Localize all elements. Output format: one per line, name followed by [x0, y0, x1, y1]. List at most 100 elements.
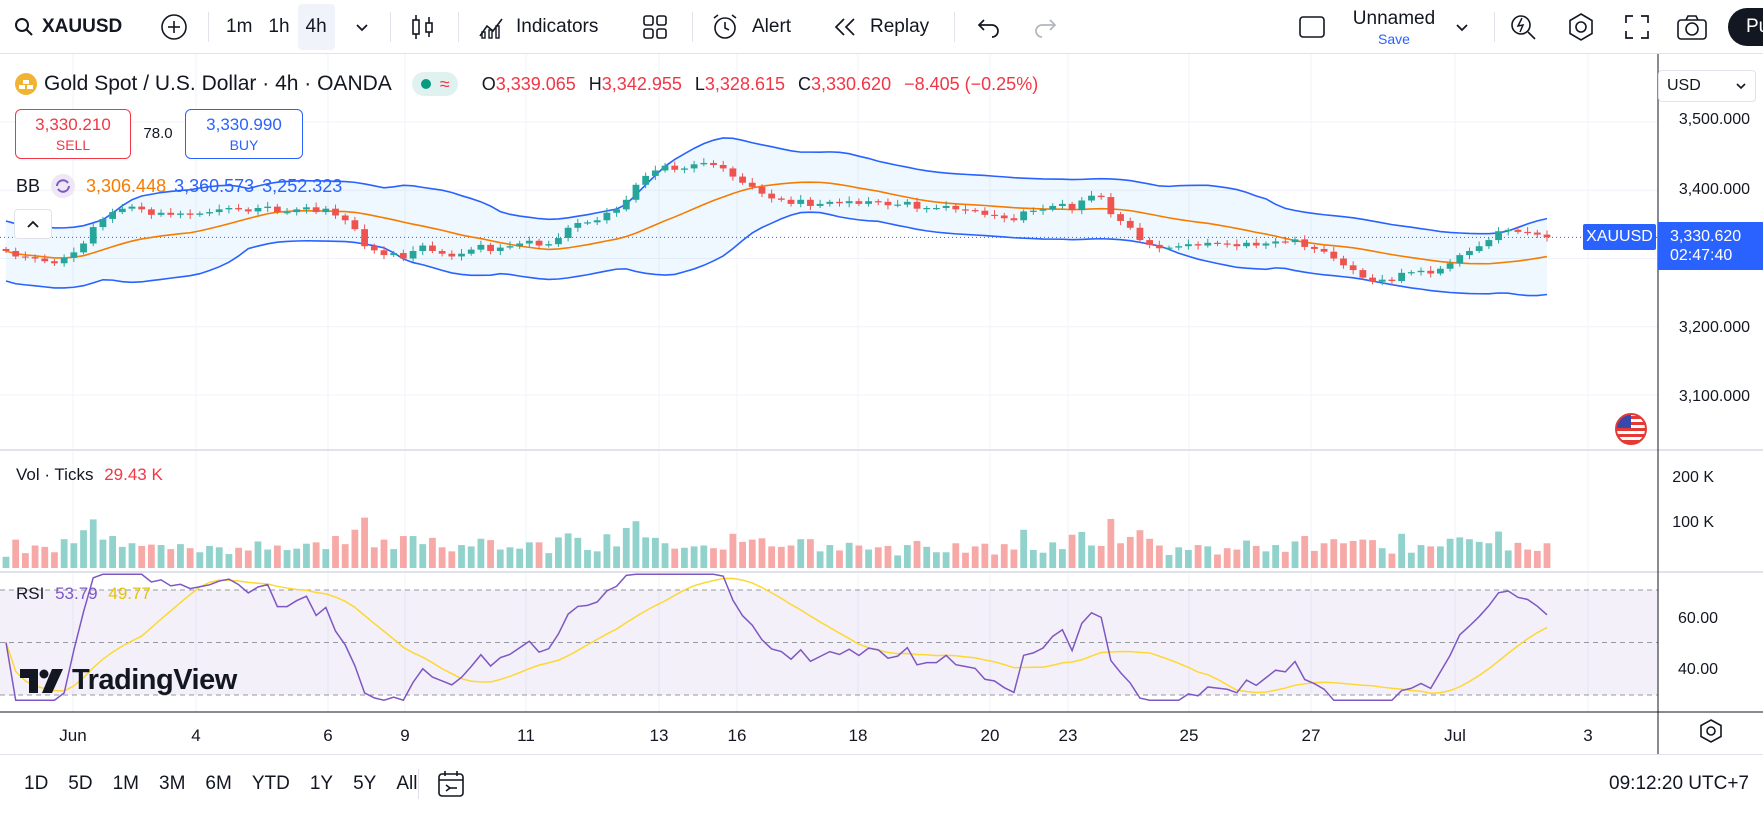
candle-up	[1495, 231, 1502, 241]
layout-name-button[interactable]: Unnamed Save	[1346, 8, 1442, 47]
range-ytd[interactable]: YTD	[251, 773, 290, 794]
candle-down	[913, 201, 921, 209]
last-price: 3,330.620	[1670, 228, 1742, 245]
plus-circle-icon	[161, 14, 187, 40]
range-1m[interactable]: 1M	[112, 773, 139, 794]
candle-up	[70, 252, 78, 258]
timeframe-1h[interactable]: 1h	[268, 16, 290, 37]
volume-bar	[1214, 554, 1221, 568]
replay-button[interactable]: Replay	[832, 0, 929, 54]
range-1y[interactable]: 1Y	[309, 773, 334, 794]
chart-svg[interactable]: Jun 4 6 9 11 13 16 18 20 23 25 27 Jul 3 3,500.000 3,400…	[0, 54, 1763, 754]
undo-button[interactable]	[976, 0, 1002, 54]
candle-down	[51, 261, 58, 264]
chart-type-button[interactable]	[410, 0, 436, 54]
range-1d[interactable]: 1D	[24, 773, 49, 794]
us-flag-icon[interactable]	[1614, 412, 1648, 451]
candle-down	[1117, 214, 1124, 221]
candle-down	[380, 250, 388, 256]
candle-down	[836, 201, 843, 204]
volume-bar	[506, 547, 514, 568]
publish-button[interactable]: Pu	[1728, 8, 1763, 46]
collapse-legend-button[interactable]	[14, 209, 52, 239]
volume-bar	[574, 537, 582, 568]
volume-bar	[1495, 531, 1502, 568]
tradingview-logo[interactable]: TradingView	[20, 664, 237, 697]
candle-down	[235, 207, 242, 210]
candle-down	[1107, 197, 1115, 215]
currency-select[interactable]: USD	[1658, 70, 1756, 102]
candle-up	[1039, 209, 1047, 211]
candle-up	[1475, 246, 1483, 251]
candle-up	[1291, 239, 1299, 243]
candle-down	[1427, 270, 1435, 274]
candle-down	[1097, 195, 1105, 198]
volume-bar	[419, 544, 427, 568]
candle-down	[167, 212, 175, 215]
bb-legend[interactable]: BB 3,306.448 3,360.573 3,252.323	[16, 173, 342, 199]
settings-button[interactable]	[1566, 0, 1596, 54]
candle-up	[1165, 247, 1173, 249]
redo-button[interactable]	[1032, 0, 1058, 54]
volume-bar	[186, 548, 194, 568]
volume-bar	[555, 537, 562, 568]
volume-bar	[1475, 541, 1483, 568]
candle-down	[1281, 241, 1289, 243]
timeframe-1m[interactable]: 1m	[226, 16, 253, 37]
fullscreen-button[interactable]	[1624, 0, 1650, 54]
candle-down	[739, 176, 746, 183]
candle-down	[138, 206, 146, 210]
rsi-legend[interactable]: RSI 53.79 49.77	[16, 584, 151, 604]
volume-bar	[1146, 538, 1154, 568]
volume-bar	[12, 539, 20, 568]
bollinger-fill	[6, 137, 1547, 296]
range-3m[interactable]: 3M	[159, 773, 186, 794]
volume-bar	[380, 539, 388, 568]
volume-bar	[215, 547, 223, 568]
timeframe-4h[interactable]: 4h	[297, 4, 335, 50]
axis-settings-button[interactable]	[1698, 718, 1724, 749]
symbol-title[interactable]: Gold Spot / U.S. Dollar · 4h · OANDA	[44, 72, 392, 95]
layout-checkbox[interactable]	[1298, 0, 1326, 54]
layouts-button[interactable]	[642, 0, 668, 54]
candle-down	[1223, 243, 1231, 245]
buy-button[interactable]: 3,330.990 BUY	[185, 109, 303, 159]
range-group: 1D 5D 1M 3M 6M YTD 1Y 5Y All	[14, 755, 427, 813]
candle-up	[1262, 243, 1270, 246]
volume-bar	[283, 550, 291, 568]
range-5y[interactable]: 5Y	[353, 773, 377, 794]
indicators-button[interactable]: Indicators	[478, 0, 598, 54]
volume-bar	[739, 541, 746, 568]
sell-button[interactable]: 3,330.210 SELL	[15, 109, 131, 159]
range-all[interactable]: All	[396, 773, 418, 794]
candle-down	[1194, 244, 1202, 246]
candle-up	[933, 207, 940, 210]
clock[interactable]: 09:12:20 UTC+7	[1609, 773, 1749, 794]
volume-bars	[2, 517, 1551, 568]
volume-bar	[816, 551, 824, 568]
volume-bar	[273, 545, 281, 568]
time-axis-label: 25	[1180, 726, 1199, 745]
symbol-search[interactable]: XAUUSD	[14, 0, 122, 54]
volume-bar	[593, 551, 601, 568]
market-status[interactable]: ≈	[411, 72, 458, 96]
candle-up	[1049, 205, 1057, 210]
candle-down	[487, 244, 494, 251]
range-5d[interactable]: 5D	[68, 773, 93, 794]
volume-legend[interactable]: Vol · Ticks 29.43 K	[16, 465, 163, 485]
tradingview-logo-icon	[20, 668, 63, 693]
candle-down	[1359, 270, 1367, 278]
quick-search-button[interactable]	[1508, 0, 1538, 54]
alert-button[interactable]: Alert	[710, 0, 791, 54]
go-to-date-button[interactable]	[436, 755, 466, 813]
timeframe-dropdown[interactable]	[354, 0, 370, 54]
volume-bar	[293, 548, 301, 568]
volume-bar	[1291, 541, 1299, 568]
volume-bar	[1524, 549, 1532, 568]
candle-up	[516, 243, 524, 247]
layout-menu-dropdown[interactable]	[1454, 0, 1470, 54]
range-6m[interactable]: 6M	[205, 773, 232, 794]
compare-symbol-button[interactable]	[160, 0, 188, 54]
snapshot-button[interactable]	[1676, 0, 1708, 54]
chart-area[interactable]: Jun 4 6 9 11 13 16 18 20 23 25 27 Jul 3 3,500.000 3,400…	[0, 54, 1763, 754]
